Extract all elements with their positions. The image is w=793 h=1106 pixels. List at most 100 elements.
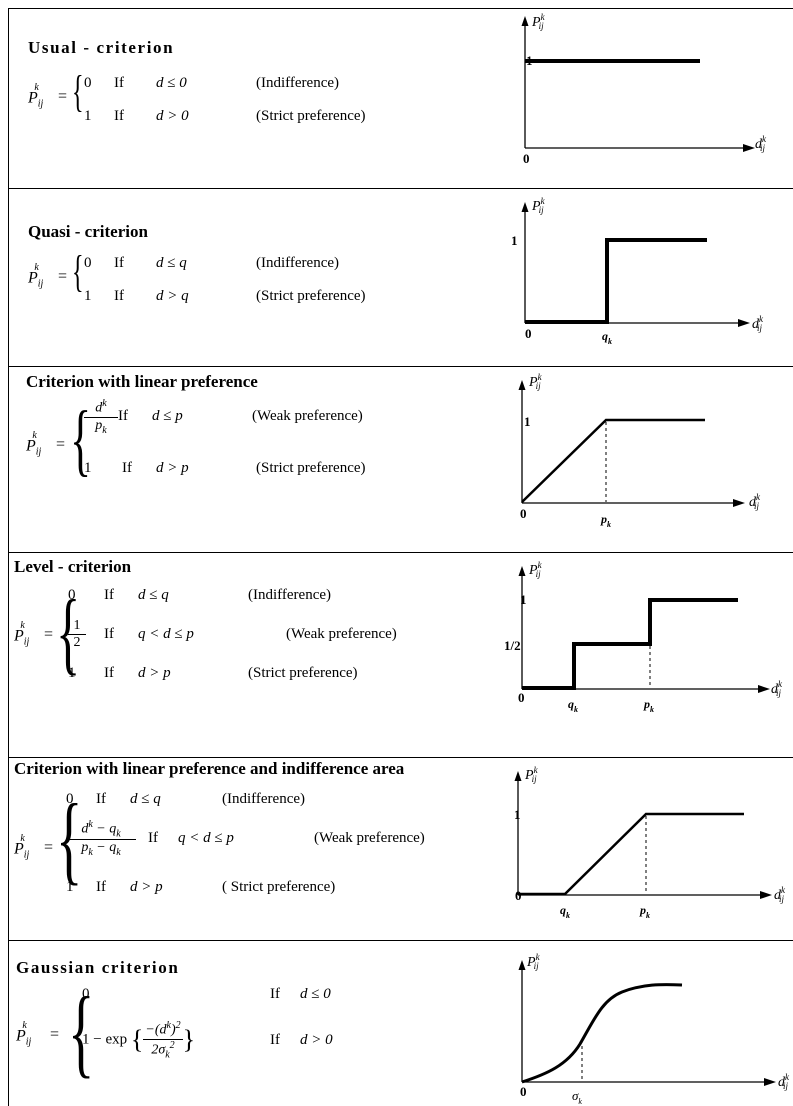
table-left-border <box>8 8 9 1106</box>
case-row: 0 If d ≤ 0 <box>82 986 331 1002</box>
gaussian-expression: 1 − exp {−(dk)2 2σk2} <box>82 1020 196 1061</box>
formula-lhs: Pijk <box>14 620 30 648</box>
case-row: 0 If d ≤ 0 (Indifference) <box>84 75 339 91</box>
y-axis-arrow-icon <box>514 771 522 781</box>
equals-sign: = <box>58 88 68 105</box>
y-axis-label: Pk ij <box>531 12 546 31</box>
x-axis-label: dk ij <box>755 134 767 153</box>
y-axis-arrow-icon <box>518 566 526 576</box>
case-row: 0 If d ≤ q (Indifference) <box>84 255 339 271</box>
equals-sign: = <box>44 626 54 643</box>
case-row: 0 If d ≤ q (Indifference) <box>68 587 331 603</box>
case-row: 1 2 If q < d ≤ p (Weak preference) <box>68 618 397 651</box>
criterion-graph: Pk ij 1 0 pk dk ij <box>518 372 761 529</box>
origin-label: 0 <box>520 1084 527 1099</box>
x-axis-label: dk ij <box>774 885 786 904</box>
case-row: 0 If d ≤ q (Indifference) <box>66 791 305 807</box>
y-tick-label: 1 <box>520 592 527 607</box>
case-row: 1 If d > 0 (Strict preference) <box>84 108 366 124</box>
formula-lhs: Pijk <box>26 430 42 458</box>
y-axis-arrow-icon <box>521 16 529 26</box>
formula-lhs: Pijk <box>14 833 30 861</box>
x-axis-label: dk ij <box>778 1072 790 1091</box>
y-axis-label: Pk ij <box>528 560 543 579</box>
x-axis-arrow-icon <box>764 1078 776 1086</box>
brace: { <box>56 581 81 683</box>
criterion-graph: Pk ij 1 0 dk ij <box>521 12 767 166</box>
origin-label: 0 <box>520 506 527 521</box>
preference-curve <box>518 812 744 896</box>
origin-label: 0 <box>518 690 525 705</box>
row-divider <box>8 366 793 367</box>
row-divider <box>8 8 793 9</box>
y-axis-arrow-icon <box>518 960 526 970</box>
criterion-title: Criterion with linear preference <box>26 372 258 391</box>
x-tick-label: pk <box>600 512 611 529</box>
fraction: dk pk <box>84 398 118 435</box>
criterion-graph: Pk ij 0 σk dk ij <box>518 952 790 1106</box>
case-row: 1 If d > p (Strict preference) <box>68 665 358 681</box>
criterion-title: Quasi - criterion <box>28 222 148 241</box>
y-axis-label: Pk ij <box>526 952 541 971</box>
criterion-row-linear-indifference: Criterion with linear preference and ind… <box>0 757 793 940</box>
y-axis-arrow-icon <box>518 380 526 390</box>
y-axis-arrow-icon <box>521 202 529 212</box>
x-axis-arrow-icon <box>738 319 750 327</box>
x-axis-arrow-icon <box>733 499 745 507</box>
brace: { <box>70 396 92 484</box>
criterion-graph: Pk ij 1 1/2 0 qk pk dk ij <box>504 560 783 714</box>
case-row: 1 If d > q (Strict preference) <box>84 288 366 304</box>
fraction: −(dk)2 2σk2 <box>143 1020 183 1061</box>
criterion-title: Usual - criterion <box>28 38 175 57</box>
case-row: dk pk If d ≤ p (Weak preference) <box>84 398 363 435</box>
formula-lhs: Pijk <box>28 82 44 110</box>
criterion-graph: Pk ij 1 0 qk dk ij <box>511 196 764 346</box>
x-axis-arrow-icon <box>758 685 770 693</box>
x-axis-label: dk ij <box>752 314 764 333</box>
equals-sign: = <box>58 268 68 285</box>
equals-sign: = <box>50 1026 60 1043</box>
row-divider <box>8 940 793 941</box>
formula-lhs: Pijk <box>16 1020 32 1048</box>
preference-curve <box>521 983 683 1084</box>
preference-curve <box>522 598 738 690</box>
brace: { <box>68 976 95 1087</box>
y-tick-label: 1 <box>526 53 533 68</box>
formula-lhs: Pijk <box>28 262 44 290</box>
y-tick-label: 1/2 <box>504 638 521 653</box>
x-axis-arrow-icon <box>743 144 755 152</box>
criterion-graph: Pk ij 1 0 qk pk dk ij <box>514 765 786 920</box>
criterion-row-gaussian: Gaussian criterion Pijk = { 0 If d ≤ 0 1 −… <box>0 940 793 1106</box>
origin-label: 0 <box>525 326 532 341</box>
y-axis-label: Pk ij <box>531 196 546 215</box>
criterion-row-usual: Usual - criterion Pijk = { 0 If d ≤ 0 (Indi… <box>0 8 793 188</box>
equals-sign: = <box>44 839 54 856</box>
criterion-title: Criterion with linear preference and ind… <box>14 759 405 778</box>
case-row: dk − qk pk − qk If q < d ≤ p (Weak preferenc… <box>66 819 425 858</box>
criterion-title: Gaussian criterion <box>16 958 180 977</box>
x-tick-label: qk <box>560 903 570 920</box>
x-tick-label: qk <box>602 329 612 346</box>
x-axis-label: dk ij <box>749 492 761 511</box>
y-tick-label: 1 <box>511 233 518 248</box>
x-axis-label: dk ij <box>771 679 783 698</box>
criterion-row-level: Level - criterion Pijk = { 0 If d ≤ q (Indi… <box>0 552 793 757</box>
row-divider <box>8 188 793 189</box>
row-divider <box>8 552 793 553</box>
equals-sign: = <box>56 436 66 453</box>
case-row: 1 If d > p( Strict preference) <box>66 879 336 895</box>
y-tick-label: 1 <box>524 414 531 429</box>
brace: { <box>72 247 84 296</box>
x-tick-label: qk <box>568 697 578 714</box>
x-tick-label: pk <box>639 903 650 920</box>
y-axis-label: Pk ij <box>528 372 543 391</box>
y-tick-label: 1 <box>514 807 521 822</box>
row-divider <box>8 757 793 758</box>
brace: { <box>72 67 84 116</box>
preference-curve <box>521 418 705 503</box>
criterion-title: Level - criterion <box>14 557 132 576</box>
origin-label: 0 <box>515 888 522 903</box>
origin-label: 0 <box>523 151 530 166</box>
